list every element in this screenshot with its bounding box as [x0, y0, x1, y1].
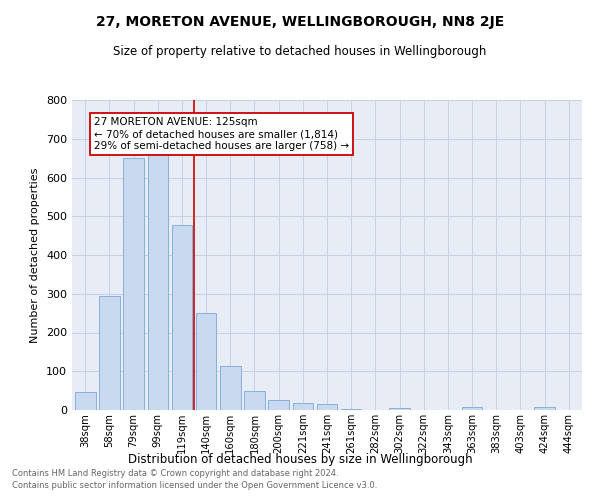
Bar — [317, 404, 337, 410]
Bar — [244, 390, 265, 410]
Bar — [196, 313, 217, 410]
Bar — [462, 406, 482, 410]
Bar — [75, 392, 95, 410]
Text: 27 MORETON AVENUE: 125sqm
← 70% of detached houses are smaller (1,814)
29% of se: 27 MORETON AVENUE: 125sqm ← 70% of detac… — [94, 118, 349, 150]
Bar — [341, 409, 361, 410]
Bar — [148, 154, 168, 410]
Y-axis label: Number of detached properties: Number of detached properties — [31, 168, 40, 342]
Text: Contains public sector information licensed under the Open Government Licence v3: Contains public sector information licen… — [12, 481, 377, 490]
Bar — [99, 296, 120, 410]
Text: Distribution of detached houses by size in Wellingborough: Distribution of detached houses by size … — [128, 452, 472, 466]
Text: 27, MORETON AVENUE, WELLINGBOROUGH, NN8 2JE: 27, MORETON AVENUE, WELLINGBOROUGH, NN8 … — [96, 15, 504, 29]
Text: Contains HM Land Registry data © Crown copyright and database right 2024.: Contains HM Land Registry data © Crown c… — [12, 468, 338, 477]
Bar — [172, 225, 192, 410]
Bar — [124, 158, 144, 410]
Bar — [293, 403, 313, 410]
Text: Size of property relative to detached houses in Wellingborough: Size of property relative to detached ho… — [113, 45, 487, 58]
Bar — [389, 408, 410, 410]
Bar — [268, 400, 289, 410]
Bar — [220, 366, 241, 410]
Bar — [534, 407, 555, 410]
